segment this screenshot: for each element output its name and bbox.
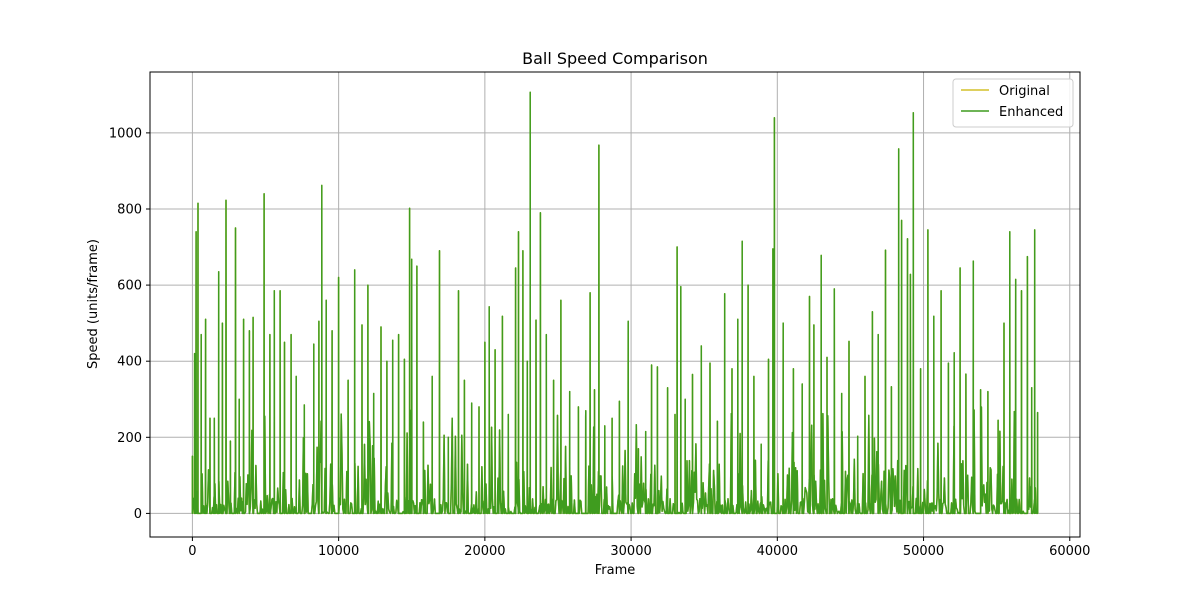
y-tick-label: 400 [117, 355, 142, 370]
y-tick-label: 200 [117, 431, 142, 446]
legend-label-original: Original [999, 84, 1050, 99]
x-tick-label: 0 [188, 544, 196, 559]
y-tick-label: 800 [117, 202, 142, 217]
legend-box [952, 78, 1074, 128]
y-tick-label: 600 [117, 279, 142, 294]
y-axis-label: Speed (units/frame) [86, 239, 101, 369]
series-lines [191, 91, 1039, 515]
chart-title: Ball Speed Comparison [522, 49, 708, 68]
x-axis-label: Frame [595, 563, 636, 578]
y-tick-label: 0 [134, 507, 142, 522]
x-tick-label: 20000 [464, 544, 505, 559]
plot-frame [149, 71, 1081, 538]
x-tick-label: 50000 [903, 544, 944, 559]
legend-label-enhanced: Enhanced [999, 105, 1063, 120]
x-tick-label: 40000 [757, 544, 798, 559]
axis-ticks: 0 10000 20000 30000 40000 50000 60000 0 200 400 60… [109, 126, 1091, 559]
x-tick-label: 60000 [1049, 544, 1090, 559]
series-line-enhanced [191, 91, 1039, 515]
y-tick-label: 1000 [109, 126, 142, 141]
x-tick-label: 30000 [610, 544, 651, 559]
legend: Original Enhanced [952, 78, 1074, 128]
x-tick-label: 10000 [318, 544, 359, 559]
